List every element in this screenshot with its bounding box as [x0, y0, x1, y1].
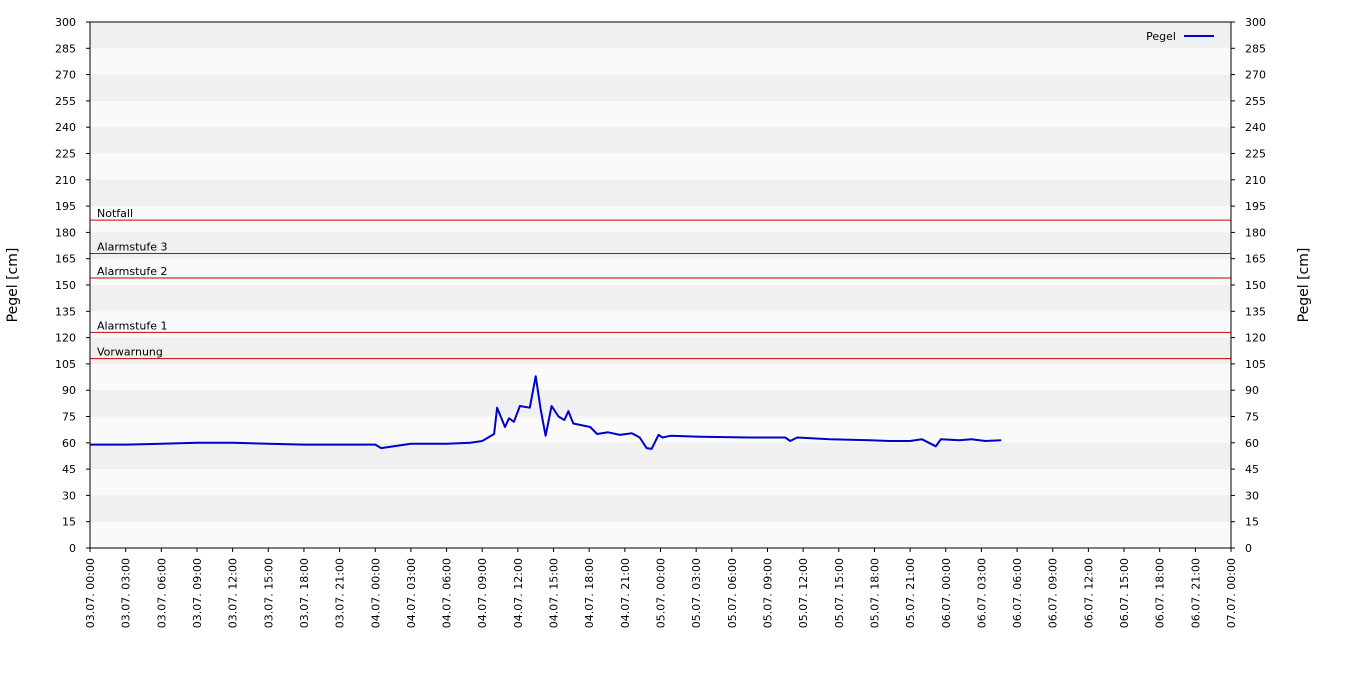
- y-tick-label: 150: [55, 279, 76, 292]
- grid-band: [90, 127, 1231, 154]
- x-tick-label: 03.07. 12:00: [227, 558, 240, 628]
- y2-tick-label: 210: [1245, 174, 1266, 187]
- y2-tick-label: 225: [1245, 148, 1266, 161]
- y-tick-label: 135: [55, 305, 76, 318]
- y-tick-label: 120: [55, 332, 76, 345]
- y-tick-label: 0: [69, 542, 76, 555]
- y-tick-label: 105: [55, 358, 76, 371]
- threshold-label: Alarmstufe 2: [97, 265, 168, 278]
- x-tick-label: 03.07. 18:00: [298, 558, 311, 628]
- x-tick-label: 05.07. 15:00: [833, 558, 846, 628]
- plot-frame: [89, 21, 1232, 549]
- x-tick-label: 06.07. 21:00: [1189, 558, 1202, 628]
- y-tick-label: 90: [62, 384, 76, 397]
- y2-tick-label: 30: [1245, 489, 1259, 502]
- y2-tick-label: 60: [1245, 437, 1259, 450]
- grid-band: [90, 442, 1231, 470]
- x-tick-label: 05.07. 09:00: [761, 558, 774, 628]
- legend-label: Pegel: [1146, 30, 1176, 43]
- x-tick-label: 03.07. 21:00: [334, 558, 347, 628]
- y2-tick-label: 105: [1245, 358, 1266, 371]
- x-tick-label: 06.07. 09:00: [1047, 558, 1060, 628]
- y2-tick-label: 90: [1245, 384, 1259, 397]
- y-tick-label: 15: [62, 516, 76, 529]
- y-tick-label: 225: [55, 148, 76, 161]
- x-tick-label: 03.07. 00:00: [84, 558, 97, 628]
- y-tick-label: 240: [55, 121, 76, 134]
- data-line: [90, 375, 1002, 450]
- grid-band: [90, 179, 1231, 207]
- x-tick-label: 04.07. 09:00: [476, 558, 489, 628]
- y2-tick-label: 165: [1245, 253, 1266, 266]
- x-tick-label: 03.07. 03:00: [120, 558, 133, 628]
- x-tick-label: 05.07. 00:00: [655, 558, 668, 628]
- threshold-label: Notfall: [97, 207, 133, 220]
- y2-tick-label: 300: [1245, 16, 1266, 29]
- y-tick-label: 165: [55, 253, 76, 266]
- y2-tick-label: 240: [1245, 121, 1266, 134]
- x-tick-label: 06.07. 18:00: [1154, 558, 1167, 628]
- y-tick-label: 30: [62, 489, 76, 502]
- x-tick-label: 03.07. 06:00: [155, 558, 168, 628]
- grid-band: [90, 390, 1231, 417]
- y-tick-label: 300: [55, 16, 76, 29]
- x-tick-label: 05.07. 12:00: [797, 558, 810, 628]
- x-tick-label: 03.07. 15:00: [262, 558, 275, 628]
- grid-band: [90, 232, 1231, 259]
- y2-tick-label: 15: [1245, 516, 1259, 529]
- y-tick-label: 270: [55, 69, 76, 82]
- y-tick-label: 210: [55, 174, 76, 187]
- x-tick-label: 06.07. 03:00: [975, 558, 988, 628]
- x-tick-label: 04.07. 12:00: [512, 558, 525, 628]
- y2-axis-label: Pegel [cm]: [1296, 248, 1312, 323]
- x-tick-label: 04.07. 21:00: [619, 558, 632, 628]
- x-tick-label: 06.07. 06:00: [1011, 558, 1024, 628]
- grid-band: [90, 337, 1231, 364]
- y-tick-label: 60: [62, 437, 76, 450]
- y2-tick-label: 270: [1245, 69, 1266, 82]
- x-tick-label: 04.07. 18:00: [583, 558, 596, 628]
- y2-tick-label: 45: [1245, 463, 1259, 476]
- x-tick-label: 04.07. 03:00: [405, 558, 418, 628]
- x-tick-label: 05.07. 18:00: [868, 558, 881, 628]
- y2-tick-label: 75: [1245, 411, 1259, 424]
- x-tick-label: 03.07. 09:00: [191, 558, 204, 628]
- y-tick-label: 45: [62, 463, 76, 476]
- grid-band: [90, 285, 1231, 312]
- threshold-label: Vorwarnung: [97, 346, 163, 359]
- y-tick-label: 195: [55, 200, 76, 213]
- x-tick-label: 05.07. 06:00: [726, 558, 739, 628]
- threshold-label: Alarmstufe 3: [97, 240, 168, 253]
- y2-tick-label: 255: [1245, 95, 1266, 108]
- y-tick-label: 180: [55, 226, 76, 239]
- grid-band: [90, 74, 1231, 101]
- y-tick-label: 75: [62, 411, 76, 424]
- y-tick-label: 255: [55, 95, 76, 108]
- grid-band: [90, 495, 1231, 522]
- y2-tick-label: 0: [1245, 542, 1252, 555]
- grid-band: [90, 22, 1231, 49]
- y-tick-label: 285: [55, 42, 76, 55]
- x-tick-label: 04.07. 06:00: [441, 558, 454, 628]
- y2-tick-label: 195: [1245, 200, 1266, 213]
- x-tick-label: 06.07. 15:00: [1118, 558, 1131, 628]
- y2-tick-label: 285: [1245, 42, 1266, 55]
- y2-tick-label: 135: [1245, 305, 1266, 318]
- x-tick-label: 07.07. 00:00: [1225, 558, 1238, 628]
- x-tick-label: 05.07. 03:00: [690, 558, 703, 628]
- x-tick-label: 05.07. 21:00: [904, 558, 917, 628]
- x-tick-label: 04.07. 15:00: [548, 558, 561, 628]
- threshold-label: Alarmstufe 1: [97, 319, 168, 332]
- x-tick-label: 04.07. 00:00: [369, 558, 382, 628]
- y2-tick-label: 120: [1245, 332, 1266, 345]
- y-axis-label: Pegel [cm]: [5, 248, 21, 323]
- y2-tick-label: 150: [1245, 279, 1266, 292]
- y2-tick-label: 180: [1245, 226, 1266, 239]
- x-tick-label: 06.07. 00:00: [940, 558, 953, 628]
- x-tick-label: 06.07. 12:00: [1082, 558, 1095, 628]
